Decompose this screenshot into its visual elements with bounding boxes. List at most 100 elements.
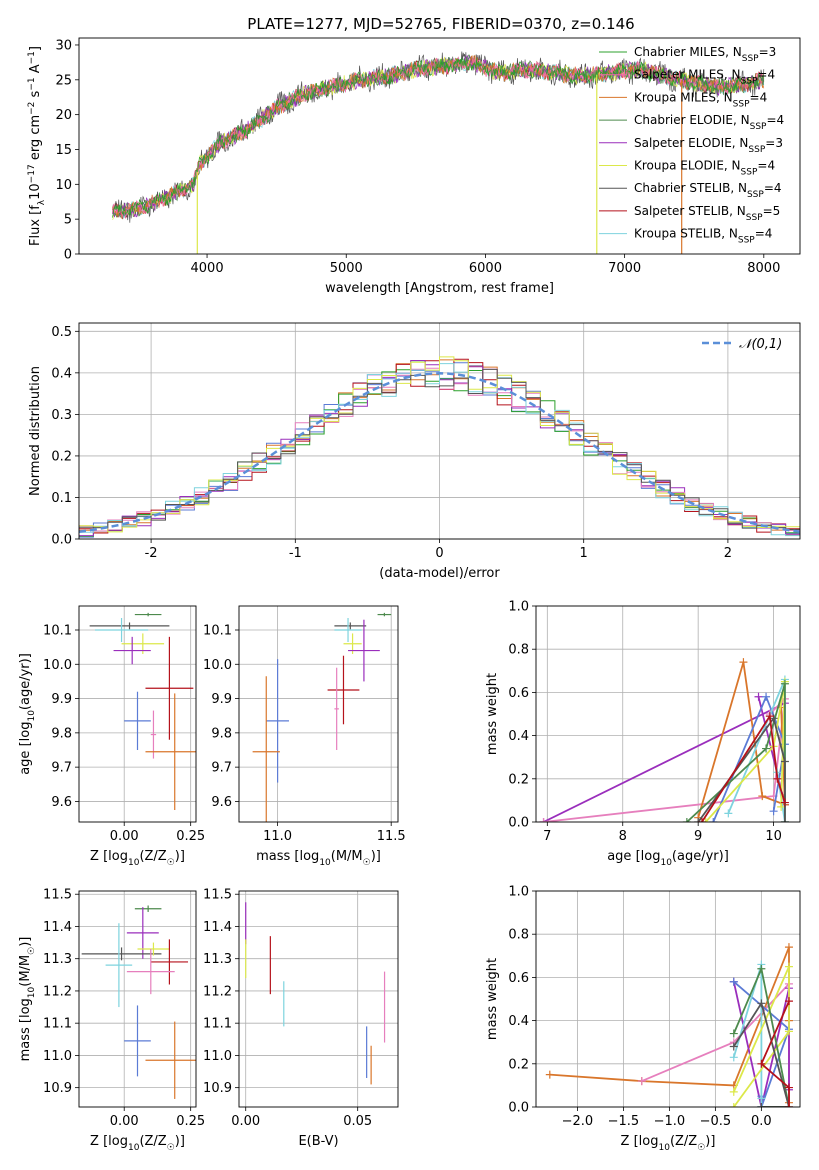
legend-entry: Chabrier MILES, NSSP=3 bbox=[634, 45, 776, 64]
y-tick-label: 0 bbox=[64, 248, 72, 263]
axes-frame bbox=[238, 890, 399, 1108]
weight-marker bbox=[762, 744, 771, 753]
weight-line bbox=[732, 981, 790, 1107]
y-tick-label: 9.7 bbox=[211, 761, 232, 776]
y-tick-label: 10 bbox=[55, 178, 72, 193]
weight-marker bbox=[701, 818, 710, 822]
weight-marker bbox=[773, 774, 782, 783]
y-axis-label: Normed distribution bbox=[28, 366, 43, 496]
y-tick-label: 11.4 bbox=[203, 920, 232, 935]
weight-marker bbox=[757, 1059, 766, 1068]
plot-area bbox=[79, 356, 800, 538]
x-tick-label: 7 bbox=[543, 829, 551, 844]
plot-area bbox=[252, 612, 392, 822]
axes-frame bbox=[78, 37, 801, 255]
x-tick-label: 7000 bbox=[608, 261, 641, 276]
y-axis-label: Flux [fλ10−17 erg cm−2 s−1 A−1] bbox=[27, 46, 47, 246]
errorbar-point bbox=[348, 619, 380, 682]
y-tick-label: 11.1 bbox=[203, 1017, 232, 1032]
y-tick-label: 10.0 bbox=[203, 658, 232, 673]
y-tick-label: 11.3 bbox=[43, 952, 72, 967]
errorbar-point bbox=[334, 618, 362, 642]
x-tick-label: 0.05 bbox=[343, 1114, 372, 1129]
legend-entry: Salpeter MILES, NSSP=4 bbox=[634, 68, 775, 87]
y-tick-label: 1.0 bbox=[508, 885, 529, 900]
spectrum-series-chabrier-stelib bbox=[112, 51, 765, 223]
y-tick-label: 20 bbox=[55, 108, 72, 123]
weight-series bbox=[729, 960, 766, 1107]
y-tick-label: 30 bbox=[55, 38, 72, 53]
normal-curve bbox=[79, 372, 800, 533]
weight-line bbox=[732, 965, 790, 1107]
weight-line bbox=[543, 696, 786, 822]
y-tick-label: 0.0 bbox=[51, 533, 72, 548]
legend-entry: Kroupa ELODIE, NSSP=4 bbox=[634, 159, 775, 178]
panel-spectrum: 4000 5000 6000 7000 8000 0 5 10 15 20 25 30 waveleng… bbox=[27, 37, 801, 296]
y-tick-label: 11.5 bbox=[203, 888, 232, 903]
weight-line bbox=[712, 694, 786, 822]
weight-marker bbox=[539, 818, 548, 822]
x-axis-label: mass [log10(M/M☉)] bbox=[256, 849, 381, 868]
errorbar-point bbox=[334, 622, 367, 630]
weight-marker bbox=[769, 807, 778, 816]
y-tick-label: 9.9 bbox=[51, 692, 72, 707]
weight-marker bbox=[729, 1053, 738, 1062]
y-tick-label: 11.0 bbox=[43, 1049, 72, 1064]
weight-marker bbox=[780, 679, 789, 688]
errorbar-point bbox=[327, 655, 360, 725]
spectrum-series-salpeter-miles bbox=[112, 56, 765, 219]
y-tick-label: 0.2 bbox=[51, 449, 72, 464]
errorbar-point bbox=[124, 1005, 151, 1077]
legend-entry: Chabrier STELIB, NSSP=4 bbox=[634, 181, 782, 200]
weight-marker bbox=[697, 818, 706, 822]
legend-entry: Chabrier ELODIE, NSSP=4 bbox=[634, 113, 784, 132]
y-axis-label: age [log10(age/yr)] bbox=[18, 653, 37, 775]
weight-marker bbox=[729, 1042, 738, 1051]
panel-weight-vs-Z: −2.0 −1.5 −1.0 −0.5 0.0 0.0 0.2 0.4 0.6 0.8 1.0 Z [… bbox=[485, 885, 801, 1153]
legend-entry: Kroupa MILES, NSSP=4 bbox=[634, 90, 767, 109]
weight-line bbox=[543, 696, 787, 822]
x-tick-label: 8000 bbox=[747, 261, 780, 276]
y-tick-label: 0.1 bbox=[51, 491, 72, 506]
errorbar-point bbox=[150, 939, 189, 985]
x-axis-label: E(B-V) bbox=[298, 1134, 338, 1149]
weight-marker bbox=[757, 1103, 766, 1107]
errorbar-point bbox=[126, 949, 175, 995]
x-tick-label: 0.00 bbox=[110, 829, 139, 844]
legend-entry: 𝒩(0,1) bbox=[739, 337, 782, 352]
weight-line bbox=[686, 683, 786, 822]
y-tick-label: 11.5 bbox=[43, 888, 72, 903]
weight-marker bbox=[729, 1103, 738, 1107]
x-tick-label: 2 bbox=[724, 546, 732, 561]
errorbar-point bbox=[126, 907, 159, 959]
x-tick-label: 0.25 bbox=[176, 1114, 205, 1129]
weight-marker bbox=[739, 658, 748, 667]
weight-marker bbox=[780, 798, 789, 807]
weight-marker bbox=[757, 964, 766, 973]
y-tick-label: 10.9 bbox=[43, 1081, 72, 1096]
errorbar-point bbox=[150, 710, 157, 759]
weight-marker bbox=[545, 1070, 554, 1079]
weight-marker bbox=[709, 818, 718, 822]
errorbar-point bbox=[113, 636, 151, 665]
errorbar-point bbox=[134, 905, 162, 912]
weight-line bbox=[733, 1001, 790, 1107]
x-axis-label: Z [log10(Z/Z☉)] bbox=[90, 849, 185, 868]
weight-marker bbox=[757, 999, 766, 1008]
plot-area bbox=[545, 943, 793, 1107]
errorbar-point bbox=[94, 618, 149, 642]
errorbar-point bbox=[89, 622, 170, 630]
y-tick-label: 9.6 bbox=[51, 795, 72, 810]
weight-line bbox=[701, 713, 786, 822]
y-tick-label: 9.8 bbox=[211, 726, 232, 741]
y-tick-label: 9.8 bbox=[51, 726, 72, 741]
y-tick-label: 11.1 bbox=[43, 1017, 72, 1032]
weight-marker bbox=[784, 1083, 793, 1092]
errorbar-point bbox=[124, 691, 151, 750]
errorbar-point bbox=[145, 636, 194, 740]
y-tick-label: 9.9 bbox=[211, 692, 232, 707]
y-tick-label: 11.2 bbox=[43, 984, 72, 999]
axes-frame bbox=[78, 605, 197, 823]
x-tick-label: −0.5 bbox=[700, 1114, 732, 1129]
x-tick-label: 9 bbox=[694, 829, 702, 844]
